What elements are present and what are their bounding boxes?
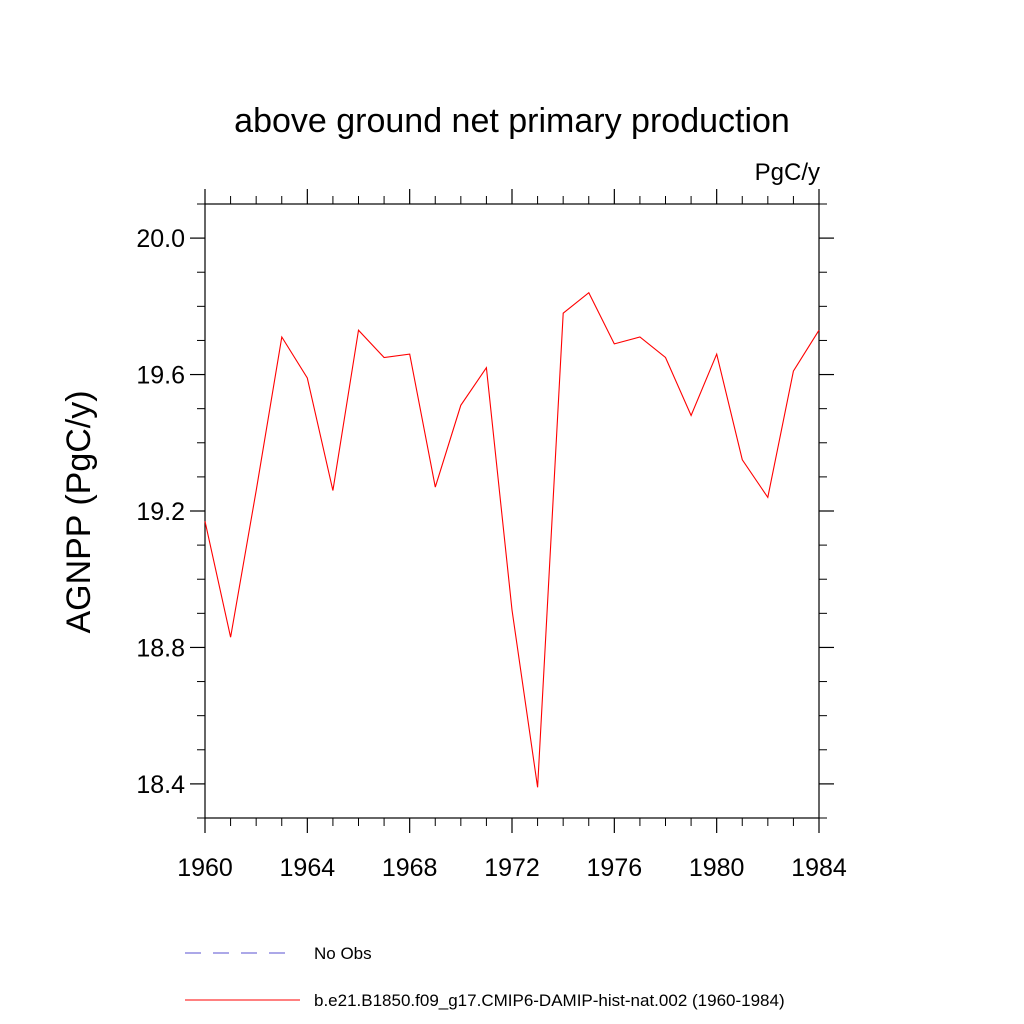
x-tick-label: 1980 (689, 854, 745, 882)
x-tick-label: 1960 (177, 854, 233, 882)
x-tick-label: 1984 (791, 854, 847, 882)
legend-label-no-obs: No Obs (314, 944, 372, 963)
y-axis-label: AGNPP (PgC/y) (60, 390, 98, 633)
x-tick-label: 1968 (382, 854, 438, 882)
chart-title: above ground net primary production (234, 102, 790, 140)
tick-labels: 1960 1964 1968 1972 1976 1980 1984 18.4 18.8 19.2… (136, 225, 847, 882)
series-layer (204, 291, 820, 788)
y-tick-label: 20.0 (136, 225, 185, 253)
y-tick-label: 19.2 (136, 498, 185, 526)
unit-label: PgC/y (755, 159, 820, 186)
series-line (204, 291, 820, 788)
y-tick-label: 19.6 (136, 362, 185, 390)
plot-frame (204, 203, 820, 819)
minor-ticks (197, 196, 827, 826)
major-ticks (190, 189, 834, 833)
x-tick-label: 1976 (587, 854, 643, 882)
x-tick-label: 1964 (280, 854, 336, 882)
y-tick-label: 18.4 (136, 771, 185, 799)
legend-label-model-run: b.e21.B1850.f09_g17.CMIP6-DAMIP-hist-nat… (314, 991, 785, 1010)
x-tick-label: 1972 (484, 854, 540, 882)
legend: No Obs b.e21.B1850.f09_g17.CMIP6-DAMIP-h… (185, 944, 785, 1010)
y-tick-label: 18.8 (136, 634, 185, 662)
